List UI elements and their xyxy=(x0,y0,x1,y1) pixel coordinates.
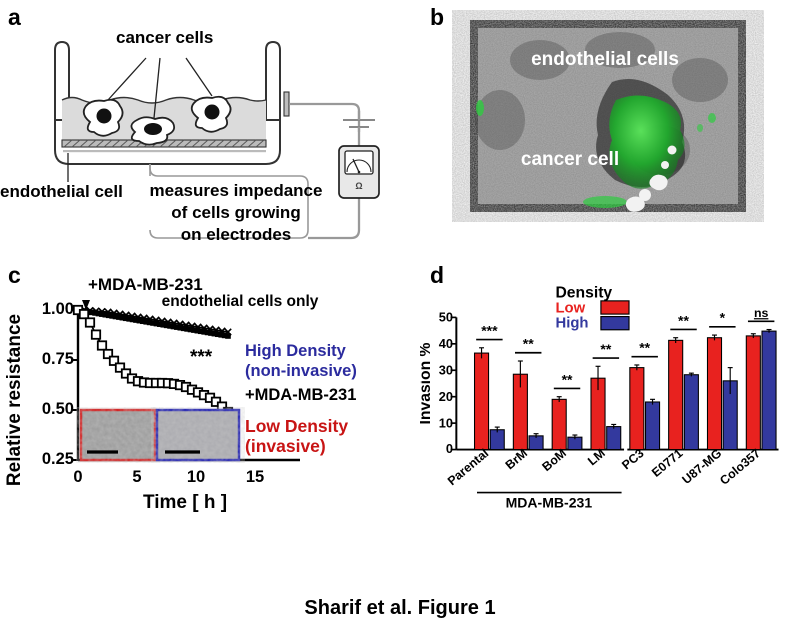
svg-text:cancer cell: cancer cell xyxy=(521,149,619,170)
svg-text:Time [ h ]: Time [ h ] xyxy=(143,492,227,513)
svg-text:0.75: 0.75 xyxy=(42,350,74,368)
svg-text:(invasive): (invasive) xyxy=(245,436,326,456)
svg-text:Colo357: Colo357 xyxy=(717,446,763,488)
svg-text:5: 5 xyxy=(132,468,141,486)
svg-text:(non-invasive): (non-invasive) xyxy=(245,362,357,380)
svg-text:MDA-MB-231: MDA-MB-231 xyxy=(506,494,593,510)
svg-text:ns: ns xyxy=(754,306,769,320)
svg-text:15: 15 xyxy=(246,468,264,486)
svg-text:+MDA-MB-231: +MDA-MB-231 xyxy=(245,386,356,404)
svg-text:0: 0 xyxy=(446,441,453,456)
svg-text:High Density: High Density xyxy=(245,342,347,360)
svg-text:Invasion %: Invasion % xyxy=(420,342,434,424)
svg-text:endothelial cells only: endothelial cells only xyxy=(162,293,319,310)
svg-text:**: ** xyxy=(523,336,534,352)
svg-text:**: ** xyxy=(562,371,573,387)
svg-text:1.00: 1.00 xyxy=(42,300,74,318)
svg-text:***: *** xyxy=(190,347,213,368)
svg-text:**: ** xyxy=(678,312,689,328)
svg-text:10: 10 xyxy=(187,468,205,486)
svg-text:**: ** xyxy=(639,340,650,356)
svg-text:0: 0 xyxy=(73,468,82,486)
svg-text:Low Density: Low Density xyxy=(245,416,348,436)
svg-text:0.50: 0.50 xyxy=(42,400,74,418)
svg-text:+MDA-MB-231: +MDA-MB-231 xyxy=(88,275,203,294)
svg-text:Density: Density xyxy=(555,285,612,302)
svg-text:***: *** xyxy=(481,322,498,338)
svg-text:0.25: 0.25 xyxy=(42,450,74,468)
svg-text:U87-MG: U87-MG xyxy=(679,446,724,487)
svg-text:**: ** xyxy=(600,341,611,357)
svg-text:High: High xyxy=(555,315,588,331)
svg-text:endothelial cells: endothelial cells xyxy=(531,49,679,70)
svg-text:Relative resistance: Relative resistance xyxy=(4,314,25,486)
svg-text:Low: Low xyxy=(555,300,585,316)
svg-text:*: * xyxy=(720,310,726,326)
